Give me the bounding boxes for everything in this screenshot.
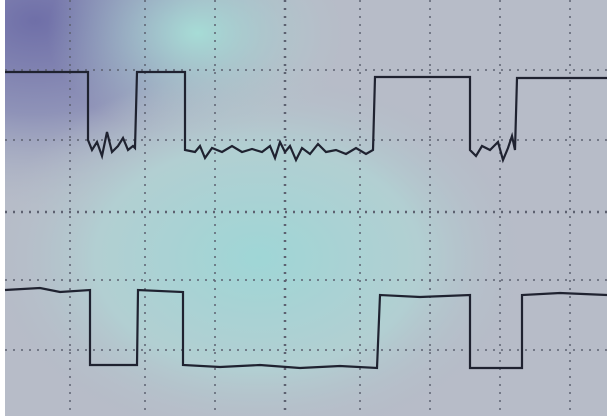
screen-glow xyxy=(5,0,607,416)
page xyxy=(0,0,607,416)
oscilloscope-photo xyxy=(0,0,607,416)
